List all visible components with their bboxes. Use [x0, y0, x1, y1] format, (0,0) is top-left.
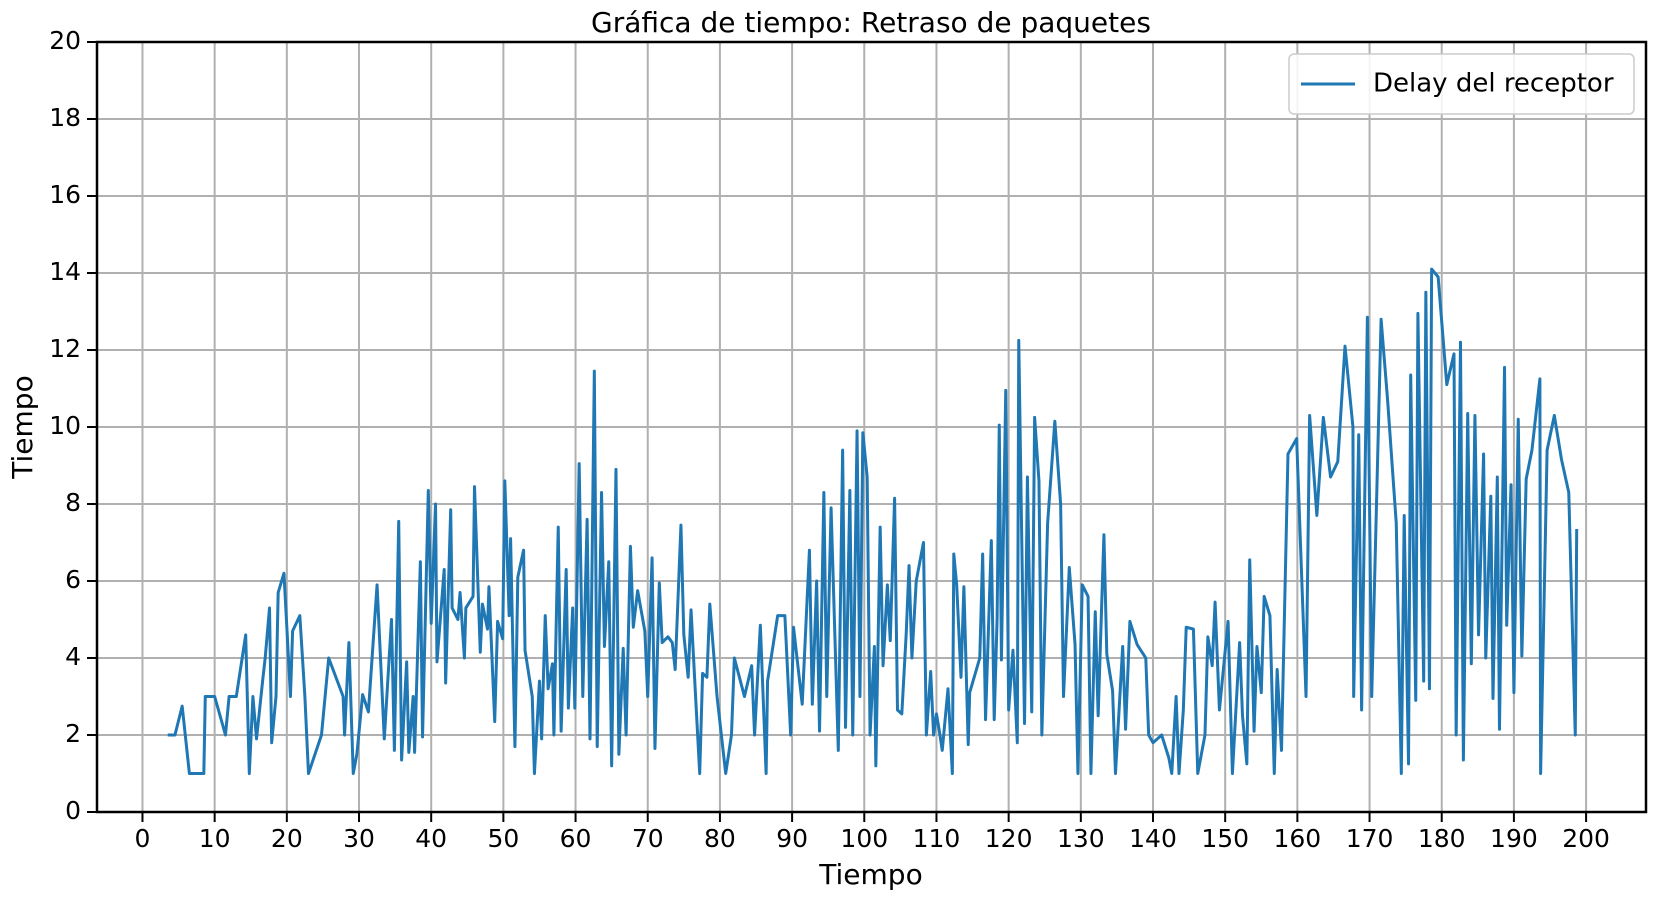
y-tick-label: 8 [65, 488, 81, 517]
x-tick-label: 90 [776, 824, 808, 853]
y-tick-label: 2 [65, 719, 81, 748]
y-tick-label: 10 [49, 411, 81, 440]
x-tick-label: 50 [487, 824, 519, 853]
x-tick-label: 190 [1490, 824, 1538, 853]
y-tick-label: 0 [65, 796, 81, 825]
x-tick-label: 80 [704, 824, 736, 853]
x-tick-label: 120 [985, 824, 1033, 853]
y-tick-label: 20 [49, 26, 81, 55]
x-tick-label: 140 [1129, 824, 1177, 853]
y-tick-label: 16 [49, 180, 81, 209]
data-line [167, 267, 1579, 775]
x-tick-label: 180 [1418, 824, 1466, 853]
x-tick-label: 10 [199, 824, 231, 853]
x-tick-label: 40 [415, 824, 447, 853]
y-tick-label: 18 [49, 103, 81, 132]
legend-label: Delay del receptor [1373, 69, 1614, 99]
plot-frame [95, 40, 1648, 814]
x-tick-label: 60 [560, 824, 592, 853]
y-tick-label: 14 [49, 257, 81, 286]
y-tick-label: 12 [49, 334, 81, 363]
x-tick-label: 160 [1274, 824, 1322, 853]
y-tick-label: 6 [65, 565, 81, 594]
x-tick-label: 30 [343, 824, 375, 853]
x-tick-label: 130 [1057, 824, 1105, 853]
x-axis-label: Tiempo [818, 858, 922, 891]
x-tick-label: 20 [271, 824, 303, 853]
x-tick-label: 170 [1346, 824, 1394, 853]
y-axis-label: Tiempo [6, 375, 39, 479]
x-tick-label: 110 [913, 824, 961, 853]
x-tick-label: 200 [1562, 824, 1610, 853]
legend-box [1288, 53, 1635, 115]
x-tick-label: 100 [840, 824, 888, 853]
x-tick-label: 70 [632, 824, 664, 853]
x-tick-label: 0 [135, 824, 151, 853]
chart-title: Gráfica de tiempo: Retraso de paquetes [591, 6, 1151, 39]
x-tick-label: 150 [1201, 824, 1249, 853]
y-tick-label: 4 [65, 642, 81, 671]
